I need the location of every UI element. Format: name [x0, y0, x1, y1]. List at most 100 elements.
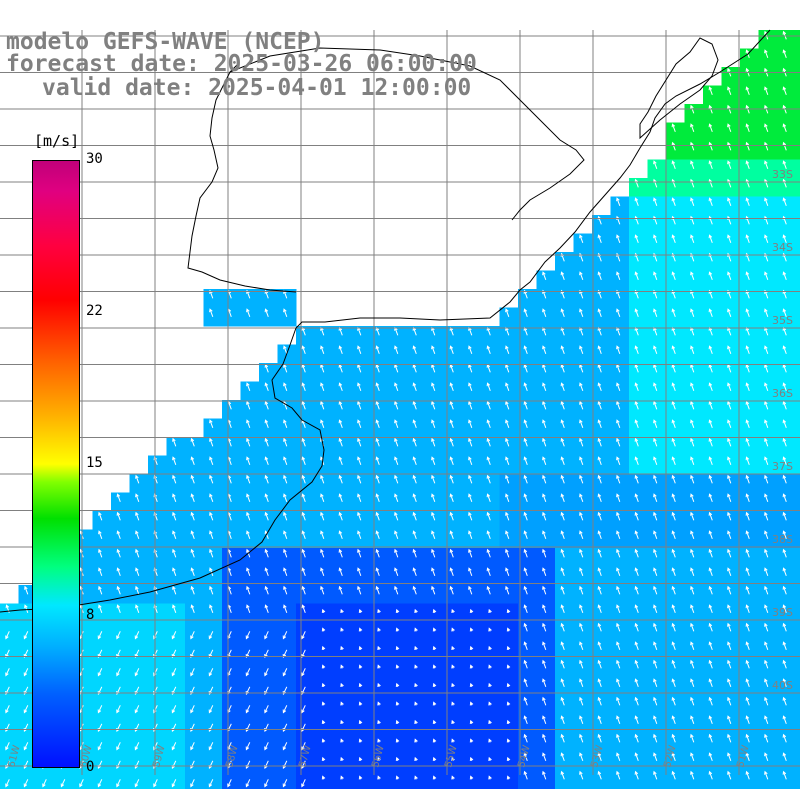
wind-cell: [166, 566, 186, 586]
wind-arrow: [542, 660, 547, 669]
wind-arrow: [764, 124, 769, 132]
wind-arrow-head: [451, 682, 455, 687]
wind-arrow: [690, 716, 695, 724]
valid-date: valid date: 2025-04-01 12:00:00: [42, 75, 472, 101]
wind-arrow-head: [412, 511, 417, 516]
wind-arrow: [524, 605, 528, 613]
wind-arrow-head: [432, 701, 437, 706]
wind-arrow: [709, 309, 713, 317]
wind-arrow: [672, 512, 676, 521]
wind-arrow-head: [469, 775, 474, 780]
wind-arrow: [171, 760, 177, 769]
wind-arrow-head: [727, 641, 731, 646]
wind-cell: [333, 455, 352, 475]
wind-arrow: [746, 716, 750, 724]
wind-arrow-head: [171, 672, 176, 677]
wind-arrow: [727, 494, 732, 502]
wind-arrow: [117, 512, 121, 521]
wind-cell: [481, 677, 500, 697]
wind-cell: [518, 696, 537, 715]
wind-arrow-head: [560, 659, 565, 664]
wind-cell: [666, 233, 685, 253]
wind-arrow-head: [283, 437, 287, 442]
wind-arrow: [616, 438, 621, 447]
wind-cell: [629, 733, 648, 752]
wind-arrow: [431, 512, 436, 521]
wind-cell: [222, 437, 241, 456]
wind-cell: [610, 659, 630, 678]
wind-arrow: [171, 779, 177, 787]
wind-arrow-head: [321, 756, 326, 761]
wind-arrow-head: [708, 456, 713, 461]
wind-cell: [629, 252, 648, 271]
wind-cell: [703, 492, 722, 512]
wind-cell: [444, 474, 463, 493]
wind-arrow-head: [653, 604, 657, 609]
wind-arrow-head: [542, 271, 546, 276]
wind-cell: [314, 548, 334, 567]
wind-arrow-head: [301, 493, 306, 498]
wind-arrow-head: [506, 756, 511, 761]
wind-arrow: [635, 457, 639, 465]
wind-arrow: [283, 605, 288, 613]
wind-cell: [351, 363, 371, 382]
wind-arrow-head: [172, 548, 176, 553]
wind-arrow: [191, 531, 195, 539]
wind-arrow: [727, 475, 732, 484]
wind-arrow: [690, 401, 695, 410]
wind-cell: [740, 677, 759, 697]
wind-cell: [758, 326, 778, 345]
wind-arrow: [672, 124, 676, 132]
wind-cell: [647, 566, 667, 586]
wind-cell: [314, 529, 334, 549]
wind-arrow-head: [23, 635, 28, 640]
wind-arrow: [690, 679, 695, 687]
wind-arrow: [468, 586, 473, 595]
wind-arrow: [764, 475, 769, 484]
wind-cell: [407, 455, 426, 475]
wind-arrow-head: [24, 604, 28, 609]
wind-arrow-head: [283, 419, 287, 424]
wind-arrow-head: [523, 604, 528, 609]
wind-cell: [740, 511, 759, 530]
wind-arrow: [783, 179, 787, 188]
wind-cell: [314, 326, 334, 345]
wind-arrow-head: [616, 345, 620, 350]
wind-arrow-head: [264, 709, 268, 714]
wind-cell: [499, 622, 519, 641]
wind-arrow: [764, 531, 769, 539]
wind-arrow-head: [523, 752, 528, 757]
wind-arrow: [245, 760, 251, 769]
wind-arrow: [413, 549, 417, 558]
wind-cell: [610, 529, 630, 549]
wind-cell: [240, 603, 260, 623]
wind-arrow-head: [432, 627, 437, 632]
wind-arrow: [561, 753, 565, 761]
wind-cell: [573, 381, 593, 401]
wind-cell: [536, 548, 556, 567]
wind-cell: [666, 622, 685, 641]
wind-cell: [222, 474, 241, 493]
wind-arrow-head: [782, 585, 787, 590]
wind-arrow-head: [708, 234, 713, 239]
wind-cell: [444, 659, 463, 678]
wind-arrow: [191, 568, 195, 576]
wind-arrow: [690, 198, 695, 206]
wind-arrow: [653, 327, 658, 336]
wind-arrow-head: [488, 608, 492, 613]
wind-arrow-head: [542, 770, 546, 775]
wind-arrow: [635, 549, 639, 558]
wind-cell: [333, 474, 352, 493]
wind-arrow: [727, 734, 732, 743]
wind-arrow: [579, 642, 584, 650]
wind-arrow: [653, 383, 658, 391]
wind-arrow-head: [690, 548, 694, 553]
wind-arrow: [709, 272, 713, 280]
wind-arrow-head: [301, 672, 305, 677]
wind-arrow: [468, 475, 473, 484]
wind-arrow: [653, 401, 658, 410]
wind-arrow: [672, 346, 676, 354]
wind-arrow-head: [727, 289, 731, 294]
wind-arrow-head: [579, 548, 583, 553]
wind-cell: [370, 418, 389, 438]
